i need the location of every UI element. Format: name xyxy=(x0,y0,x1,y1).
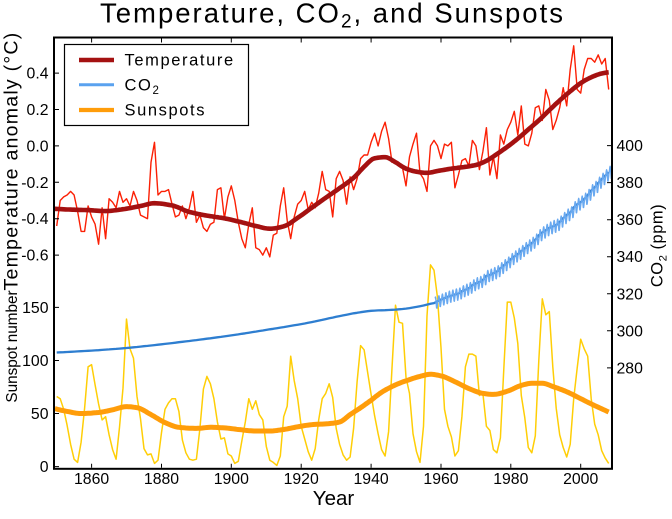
svg-text:Temperature: Temperature xyxy=(125,52,235,70)
svg-text:1940: 1940 xyxy=(354,471,389,488)
svg-text:-0.4: -0.4 xyxy=(21,211,48,228)
svg-text:380: 380 xyxy=(617,175,644,192)
svg-text:CO2: CO2 xyxy=(125,77,161,98)
svg-text:1920: 1920 xyxy=(284,471,319,488)
svg-text:Temperature, CO2, and Sunspots: Temperature, CO2, and Sunspots xyxy=(100,0,565,32)
svg-text:0: 0 xyxy=(40,459,49,476)
svg-text:360: 360 xyxy=(617,212,644,229)
svg-text:Temperature anomaly (°C): Temperature anomaly (°C) xyxy=(1,32,23,291)
svg-text:320: 320 xyxy=(617,286,644,303)
svg-text:Year: Year xyxy=(313,487,355,510)
svg-text:1860: 1860 xyxy=(74,471,109,488)
svg-text:2000: 2000 xyxy=(563,471,598,488)
svg-text:300: 300 xyxy=(617,323,644,340)
svg-text:100: 100 xyxy=(22,353,49,370)
svg-text:CO2 (ppm): CO2 (ppm) xyxy=(649,204,670,287)
svg-text:1900: 1900 xyxy=(214,471,249,488)
svg-text:-0.2: -0.2 xyxy=(21,175,48,192)
svg-text:0.0: 0.0 xyxy=(27,138,49,155)
svg-text:1880: 1880 xyxy=(144,471,179,488)
svg-text:400: 400 xyxy=(617,138,644,155)
svg-text:50: 50 xyxy=(31,406,49,423)
svg-text:Sunspots: Sunspots xyxy=(125,102,207,120)
svg-text:280: 280 xyxy=(617,360,644,377)
svg-text:340: 340 xyxy=(617,249,644,266)
svg-text:1960: 1960 xyxy=(423,471,458,488)
svg-text:1980: 1980 xyxy=(493,471,528,488)
svg-text:150: 150 xyxy=(22,300,49,317)
svg-text:0.4: 0.4 xyxy=(27,66,49,83)
svg-text:-0.6: -0.6 xyxy=(21,248,48,265)
svg-text:0.2: 0.2 xyxy=(27,102,49,119)
svg-text:Sunspot number: Sunspot number xyxy=(4,290,21,402)
